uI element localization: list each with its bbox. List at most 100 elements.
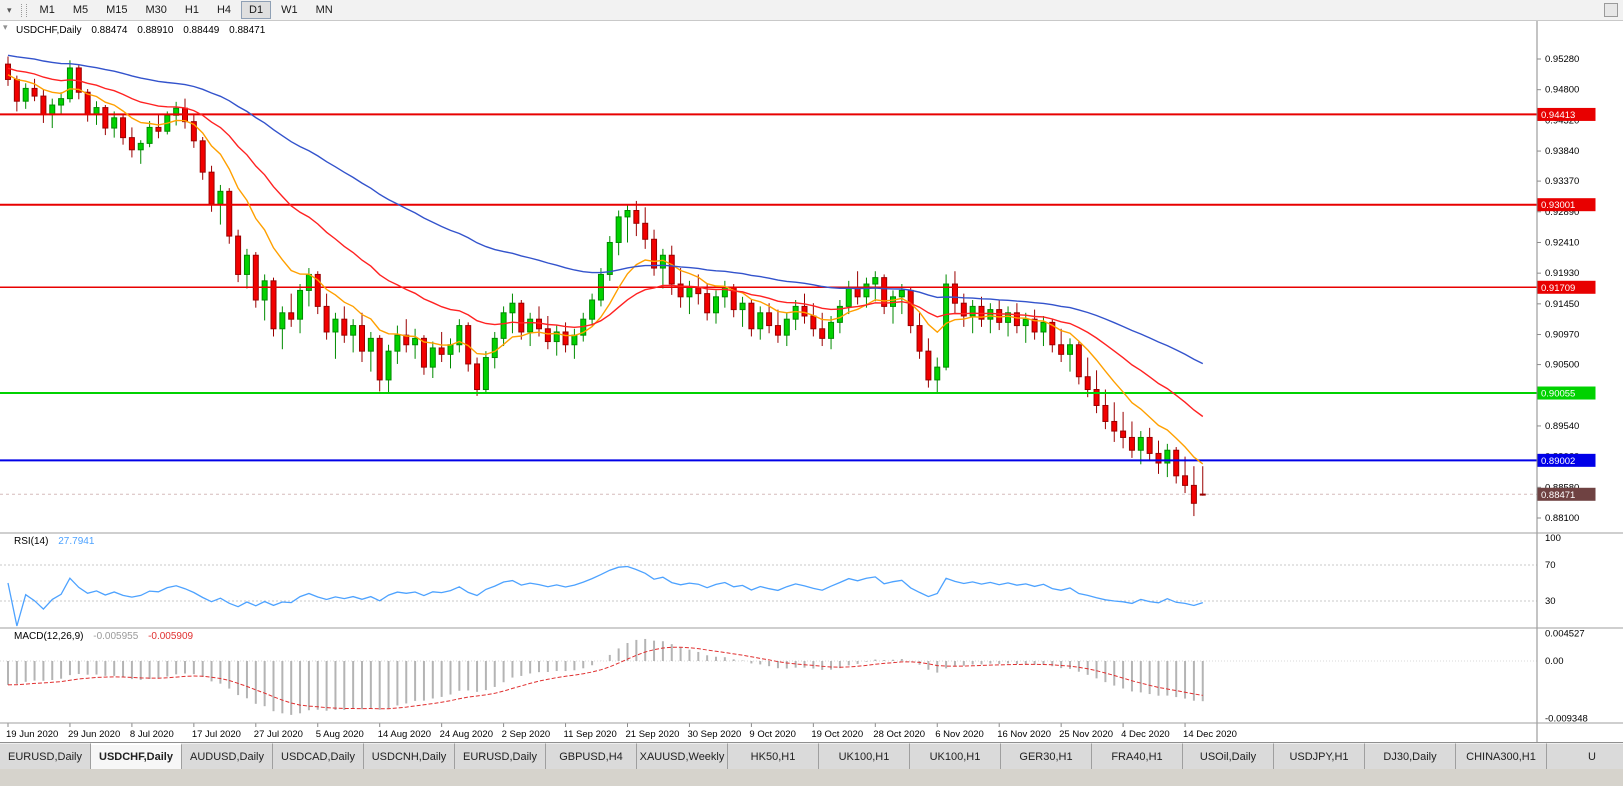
tab-u[interactable]: U	[1547, 743, 1623, 769]
fast-ma-line	[7, 74, 1204, 465]
tab-xauusd-weekly[interactable]: XAUUSD,Weekly	[637, 743, 728, 769]
candle-body	[102, 107, 109, 129]
candle	[1111, 402, 1118, 442]
timeframe-w1[interactable]: W1	[281, 4, 298, 16]
candle-body	[881, 277, 888, 307]
tab-usdjpy-h1[interactable]: USDJPY,H1	[1274, 743, 1365, 769]
date-tick-label: 27 Jul 2020	[254, 729, 303, 740]
candle-body	[208, 171, 215, 205]
timeframe-m1[interactable]: M1	[39, 4, 55, 16]
timeframe-m30[interactable]: M30	[145, 4, 167, 16]
timeframe-m5[interactable]: M5	[72, 4, 89, 16]
candle-body	[553, 331, 560, 343]
toolbar-overflow-icon[interactable]	[1604, 3, 1618, 17]
candle	[606, 236, 613, 281]
timeframe-h4[interactable]: H4	[216, 4, 232, 16]
date-tick-label: 6 Nov 2020	[935, 729, 984, 740]
price-badge-label: 0.91709	[1541, 283, 1575, 294]
rsi-pane[interactable]	[0, 564, 1537, 627]
candle-body	[907, 289, 914, 327]
tab-usdcnh-daily[interactable]: USDCNH,Daily	[364, 743, 455, 769]
candle	[828, 315, 835, 350]
candle-body	[686, 286, 693, 298]
candle	[615, 210, 622, 256]
candle-body	[890, 296, 896, 307]
price-badge-label: 0.88471	[1541, 490, 1575, 501]
candle	[987, 303, 994, 334]
candle	[571, 328, 578, 359]
tab-hk50-h1[interactable]: HK50,H1	[728, 743, 819, 769]
timeframe-m15[interactable]: M15	[106, 4, 128, 16]
date-axis[interactable]: 19 Jun 2020 29 Jun 2020 8 Jul 2020 17 Jul 2…	[6, 723, 1237, 740]
candle	[757, 306, 764, 340]
tab-ger30-h1[interactable]: GER30,H1	[1001, 743, 1092, 769]
tab-eurusd-daily[interactable]: EURUSD,Daily	[0, 743, 91, 769]
candle	[819, 312, 826, 347]
price-badge	[1537, 198, 1596, 212]
tab-china300-h1[interactable]: CHINA300,H1	[1456, 743, 1547, 769]
macd-pane[interactable]	[0, 638, 1537, 715]
candle	[810, 303, 817, 337]
tab-uk100-h1[interactable]: UK100,H1	[910, 743, 1001, 769]
candle	[367, 331, 374, 372]
candle-body	[1031, 318, 1038, 333]
candle-body	[1084, 376, 1091, 391]
timeframe-h1[interactable]: H1	[184, 4, 199, 16]
tab-fra40-h1[interactable]: FRA40,H1	[1092, 743, 1183, 769]
candle-body	[801, 305, 808, 317]
candle	[881, 274, 888, 315]
timeframe-d1[interactable]: D1	[241, 1, 272, 19]
macd-axis-label: 0.004527	[1545, 628, 1585, 639]
macd-signal-line	[7, 646, 1203, 710]
candle-body	[774, 325, 781, 336]
tab-dj30-daily[interactable]: DJ30,Daily	[1365, 743, 1456, 769]
candle-body	[1173, 449, 1180, 477]
main-pane[interactable]	[0, 54, 1537, 517]
candle	[651, 229, 658, 276]
chart-canvas[interactable]: 0.952800.948000.943200.938400.933700.928…	[0, 20, 1623, 742]
candle-body	[615, 216, 622, 243]
candle	[589, 293, 596, 326]
candle	[456, 319, 463, 353]
one-click-trading-icon[interactable]: ▾	[3, 22, 8, 32]
candle	[243, 248, 250, 289]
candle-body	[120, 117, 127, 139]
candle-body	[1102, 404, 1109, 422]
tab-usdcad-daily[interactable]: USDCAD,Daily	[273, 743, 364, 769]
candle-body	[819, 328, 826, 339]
tab-usoil-daily[interactable]: USOil,Daily	[1183, 743, 1274, 769]
macd-name: MACD(12,26,9)	[14, 631, 84, 642]
candle-body	[359, 325, 365, 352]
candle	[350, 319, 357, 353]
price-badge	[1537, 487, 1596, 501]
candle	[916, 312, 923, 359]
chart-dropdown-icon[interactable]: ▾	[7, 5, 12, 15]
candle-body	[1049, 321, 1056, 346]
candle-body	[111, 117, 118, 129]
candle-body	[1128, 436, 1135, 451]
candle-body	[845, 286, 852, 307]
tab-uk100-h1[interactable]: UK100,H1	[819, 743, 910, 769]
candle-body	[49, 104, 56, 116]
toolbar-grip[interactable]	[20, 3, 27, 17]
price-tick-label: 0.94800	[1545, 85, 1579, 96]
candle	[872, 271, 879, 302]
tab-eurusd-daily[interactable]: EURUSD,Daily	[455, 743, 546, 769]
candle	[394, 325, 401, 364]
candle	[332, 312, 339, 359]
chart-area: 0.952800.948000.943200.938400.933700.928…	[0, 20, 1623, 742]
candle-body	[438, 347, 445, 355]
tab-usdchf-daily[interactable]: USDCHF,Daily	[91, 743, 182, 769]
candle-body	[1190, 484, 1197, 504]
tab-audusd-daily[interactable]: AUDUSD,Daily	[182, 743, 273, 769]
date-tick-label: 14 Aug 2020	[378, 729, 431, 740]
candle	[1120, 411, 1127, 449]
timeframe-mn[interactable]: MN	[315, 4, 333, 16]
price-tick-label: 0.92410	[1545, 237, 1579, 248]
price-axis[interactable]: 0.952800.948000.943200.938400.933700.928…	[1536, 20, 1623, 742]
candle-body	[420, 337, 427, 368]
candle	[376, 335, 383, 392]
tab-gbpusd-h4[interactable]: GBPUSD,H4	[546, 743, 637, 769]
rsi-value: 27.7941	[58, 536, 95, 547]
